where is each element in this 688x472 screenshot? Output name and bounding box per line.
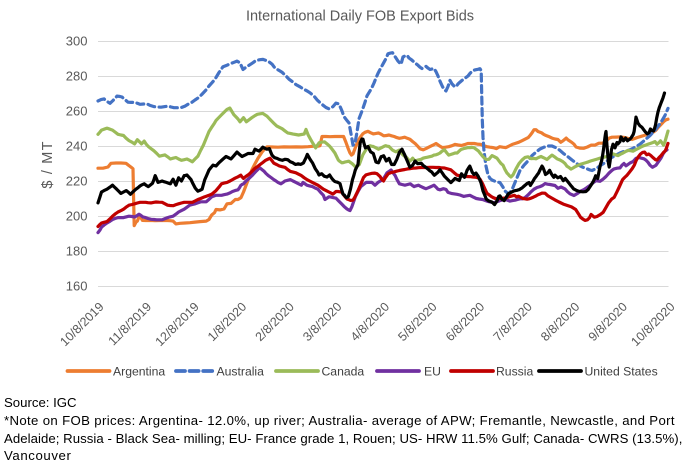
- svg-text:International Daily FOB Export: International Daily FOB Export Bids: [246, 9, 474, 25]
- svg-text:12/8/2019: 12/8/2019: [153, 300, 202, 349]
- svg-text:Russia: Russia: [496, 365, 533, 379]
- svg-text:3/8/2020: 3/8/2020: [300, 300, 344, 344]
- svg-text:6/8/2020: 6/8/2020: [443, 300, 487, 344]
- svg-text:11/8/2019: 11/8/2019: [106, 300, 155, 349]
- svg-text:7/8/2020: 7/8/2020: [491, 300, 535, 344]
- svg-text:5/8/2020: 5/8/2020: [395, 300, 439, 344]
- svg-text:10/8/2019: 10/8/2019: [57, 300, 106, 349]
- svg-text:300: 300: [66, 34, 88, 49]
- svg-text:Australia: Australia: [217, 365, 265, 379]
- svg-text:EU: EU: [424, 365, 441, 379]
- svg-text:280: 280: [66, 69, 88, 84]
- svg-text:8/8/2020: 8/8/2020: [538, 300, 582, 344]
- svg-text:$ / MT: $ / MT: [40, 140, 56, 188]
- svg-text:220: 220: [66, 174, 88, 189]
- svg-text:260: 260: [66, 104, 88, 119]
- svg-text:10/8/2020: 10/8/2020: [628, 300, 677, 349]
- svg-text:Argentina: Argentina: [113, 365, 165, 379]
- svg-text:200: 200: [66, 209, 88, 224]
- svg-text:9/8/2020: 9/8/2020: [586, 300, 630, 344]
- svg-text:2/8/2020: 2/8/2020: [253, 300, 297, 344]
- svg-text:Canada: Canada: [322, 365, 365, 379]
- svg-text:240: 240: [66, 139, 88, 154]
- svg-text:1/8/2020: 1/8/2020: [205, 300, 249, 344]
- svg-text:180: 180: [66, 244, 88, 259]
- svg-text:160: 160: [66, 279, 88, 294]
- svg-text:United States: United States: [585, 365, 658, 379]
- svg-text:4/8/2020: 4/8/2020: [348, 300, 392, 344]
